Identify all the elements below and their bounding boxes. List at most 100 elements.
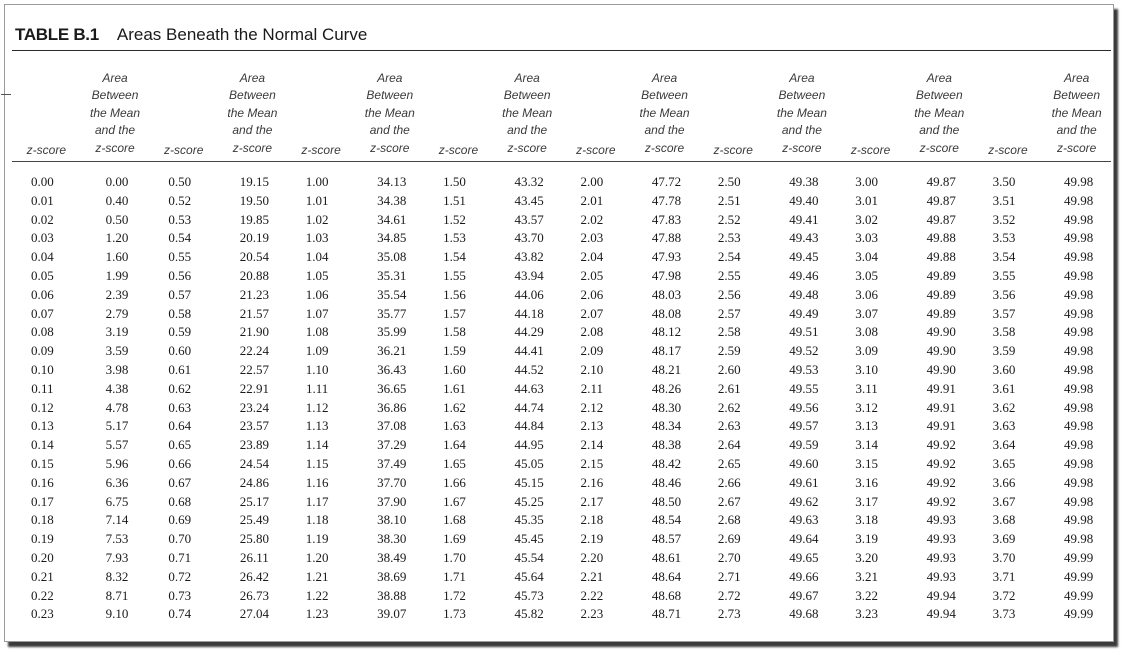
area-cell: 37.70 (377, 474, 407, 490)
area-cell: 19.85 (239, 211, 270, 227)
header-zscore-label: z-score (576, 143, 616, 157)
area-cell: 25.49 (239, 512, 270, 528)
area-cell: 26.42 (239, 568, 270, 584)
area-cell: 37.08 (377, 418, 407, 434)
zscore-cell: 3.73 (992, 606, 1016, 622)
zscore-cell: 1.50 (443, 174, 466, 189)
zscore-column: 0.50 0.52 0.53 0.54 0.55 0.56 0.57 0.58 0.59 0.60… (149, 173, 218, 624)
header-area-line: Between (366, 88, 414, 102)
zscore-cell: 3.52 (992, 211, 1016, 227)
area-cell: 49.38 (789, 174, 819, 189)
area-cell: 49.40 (789, 192, 819, 208)
header-zscore-label: z-score (164, 143, 204, 157)
zscore-cell: 0.67 (168, 474, 192, 490)
area-cell: 48.38 (651, 437, 682, 453)
header-area: Area Between the Mean and the z-score (768, 59, 837, 159)
zscore-cell: 3.59 (992, 343, 1016, 359)
zscore-column: 3.00 3.01 3.02 3.03 3.04 3.05 3.06 3.07 3.08 3.09… (836, 173, 905, 624)
table-body: 0.00 0.01 0.02 0.03 0.04 0.05 0.06 0.07 0.08 0.09… (12, 173, 1111, 624)
area-cell: 49.93 (926, 512, 956, 528)
zscore-cell: 3.57 (992, 305, 1016, 321)
header-area-line: Between (503, 88, 551, 102)
area-cell: 48.08 (651, 305, 682, 321)
header-area-line: Between (1053, 88, 1100, 102)
area-cell: 5.96 (105, 455, 129, 471)
area-cell: 1.99 (105, 267, 129, 283)
header-area-line: and the (507, 123, 548, 137)
zscore-cell: 2.57 (717, 305, 741, 321)
table-title: TABLE B.1 Areas Beneath the Normal Curve (15, 23, 367, 47)
area-cell: 47.88 (651, 230, 682, 246)
zscore-cell: 2.69 (717, 531, 741, 547)
area-cell: 49.90 (926, 324, 956, 340)
zscore-cell: 0.64 (168, 418, 192, 434)
zscore-cell: 1.07 (305, 305, 329, 321)
zscore-cell: 2.66 (717, 474, 741, 490)
zscore-cell: 1.22 (305, 587, 329, 603)
area-cell: 49.98 (1064, 324, 1094, 340)
area-cell: 49.60 (789, 455, 819, 471)
header-area-line: the Mean (364, 105, 415, 120)
zscore-cell: 2.21 (580, 568, 604, 584)
area-cell: 36.86 (377, 399, 407, 415)
header-area-line: the Mean (90, 105, 141, 120)
area-cell: 45.45 (514, 531, 544, 547)
header-area-line: and the (369, 123, 410, 137)
area-cell: 7.14 (105, 512, 129, 528)
zscore-cell: 1.09 (305, 343, 329, 359)
zscore-cell: 3.04 (855, 249, 878, 265)
area-cell: 0.00 (105, 174, 129, 189)
zscore-cell: 0.22 (30, 587, 54, 603)
area-column: 19.15 19.50 19.85 20.19 20.54 20.88 21.23 21.57… (218, 173, 287, 624)
area-cell: 22.24 (239, 343, 270, 359)
area-cell: 49.55 (789, 380, 819, 396)
area-cell: 0.40 (105, 192, 129, 208)
zscore-cell: 2.72 (717, 587, 741, 603)
area-cell: 49.98 (1064, 361, 1094, 377)
header-area-line: Area (1063, 70, 1090, 85)
zscore-cell: 1.60 (443, 361, 466, 377)
area-cell: 25.80 (239, 531, 270, 547)
area-cell: 45.15 (514, 474, 544, 490)
area-cell: 45.54 (514, 549, 544, 565)
zscore-cell: 2.50 (717, 174, 741, 189)
zscore-cell: 0.59 (168, 324, 192, 340)
zscore-cell: 0.13 (30, 418, 54, 434)
area-cell: 49.53 (789, 361, 819, 377)
zscore-cell: 2.03 (580, 230, 604, 246)
area-cell: 35.54 (377, 286, 407, 302)
zscore-cell: 1.08 (305, 324, 329, 340)
header-zscore-label: z-score (26, 143, 67, 157)
zscore-cell: 2.01 (580, 192, 604, 208)
zscore-column: 3.50 3.51 3.52 3.53 3.54 3.55 3.56 3.57 3.58 3.59… (974, 173, 1043, 624)
zscore-cell: 1.68 (443, 512, 466, 528)
zscore-cell: 2.58 (717, 324, 741, 340)
zscore-cell: 2.23 (580, 606, 604, 622)
zscore-cell: 1.18 (305, 512, 329, 528)
header-area-line: Between (778, 88, 826, 102)
zscore-cell: 0.68 (168, 493, 192, 509)
zscore-cell: 1.03 (305, 230, 329, 246)
area-cell: 43.70 (514, 230, 544, 246)
header-area: Area Between the Mean and the z-score (630, 59, 699, 159)
zscore-cell: 1.17 (305, 493, 329, 509)
zscore-cell: 0.62 (168, 380, 192, 396)
area-cell: 34.38 (377, 192, 407, 208)
area-cell: 49.66 (789, 568, 819, 584)
area-cell: 37.49 (377, 455, 407, 471)
header-zscore-label: z-score (988, 143, 1028, 157)
area-cell: 49.93 (926, 531, 956, 547)
header-zscore: z-score (699, 59, 768, 159)
zscore-cell: 3.71 (992, 568, 1016, 584)
header-area-line: the Mean (1051, 105, 1102, 120)
header-area-line: Between (915, 88, 963, 102)
area-cell: 49.98 (1064, 174, 1094, 189)
zscore-cell: 1.21 (305, 568, 329, 584)
area-cell: 49.98 (1064, 399, 1094, 415)
area-cell: 25.17 (239, 493, 270, 509)
zscore-cell: 3.02 (855, 211, 878, 227)
area-cell: 48.50 (651, 493, 682, 509)
zscore-cell: 2.70 (717, 549, 741, 565)
area-cell: 49.98 (1064, 455, 1094, 471)
zscore-cell: 0.00 (30, 174, 54, 189)
